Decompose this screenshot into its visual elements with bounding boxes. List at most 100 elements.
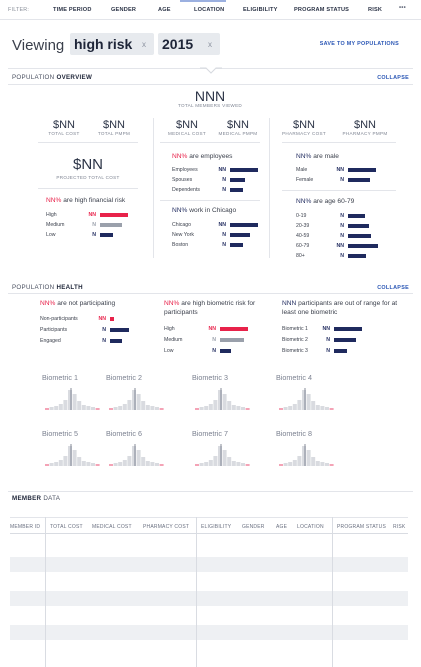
table-header-border xyxy=(10,533,408,534)
breakdown-bar xyxy=(110,328,129,332)
total-cost-value: $NN xyxy=(38,119,90,131)
table-column-divider xyxy=(196,517,197,667)
breakdown-value: NN xyxy=(318,326,330,332)
breakdown-value: N xyxy=(88,338,106,344)
breakdown-value: N xyxy=(82,222,96,228)
histogram-bar xyxy=(227,457,231,466)
breakdown-value: N xyxy=(318,337,330,343)
histogram-bar xyxy=(279,408,283,410)
biometric-histogram[interactable] xyxy=(107,444,167,468)
breakdown-bar xyxy=(110,339,122,343)
breakdown-bar xyxy=(334,349,347,353)
biometric-histogram[interactable] xyxy=(43,444,103,468)
divider xyxy=(8,491,413,492)
biometric-histogram[interactable] xyxy=(277,388,337,412)
histogram-bar xyxy=(195,464,199,466)
section-title-member: MEMBER DATA xyxy=(12,495,60,502)
pharmacy-pmpm-label: PHARMACY PMPM xyxy=(334,131,396,136)
divider xyxy=(8,293,413,294)
divider xyxy=(282,190,396,191)
biometric-title: Biometric 3 xyxy=(192,373,228,382)
breakdown-bar xyxy=(348,224,369,228)
participation-lead: NN% are not participating xyxy=(40,299,150,308)
collapse-health-button[interactable]: COLLAPSE xyxy=(377,285,409,291)
histogram-bar xyxy=(232,405,236,410)
table-row[interactable] xyxy=(10,625,408,640)
histogram-bar xyxy=(246,464,250,466)
histogram-bar xyxy=(200,407,204,410)
col-age[interactable]: AGE xyxy=(276,524,287,530)
histogram-bar xyxy=(127,400,131,410)
age-lead: NN% are age 60-79 xyxy=(296,197,406,206)
breakdown-bar xyxy=(230,178,245,182)
biometric-title: Biometric 4 xyxy=(276,373,312,382)
collapse-overview-button[interactable]: COLLAPSE xyxy=(377,75,409,81)
histogram-bar xyxy=(311,401,315,410)
col-risk[interactable]: RISK xyxy=(393,524,405,530)
filter-program-status[interactable]: PROGRAM STATUS xyxy=(294,7,349,13)
histogram-bar xyxy=(54,406,58,410)
histogram-bar xyxy=(297,456,301,466)
divider xyxy=(160,200,260,201)
breakdown-bar xyxy=(334,327,362,331)
biometric-histogram[interactable] xyxy=(107,388,167,412)
biometric-histogram[interactable] xyxy=(193,388,253,412)
caret-indicator xyxy=(200,64,222,74)
breakdown-bar xyxy=(220,338,244,342)
col-program-status[interactable]: PROGRAM STATUS xyxy=(337,524,386,530)
col-member-id[interactable]: MEMBER ID xyxy=(10,524,40,530)
histogram-bar xyxy=(288,462,292,466)
histogram-bar xyxy=(204,406,208,410)
histogram-bar xyxy=(311,457,315,466)
histogram-bar xyxy=(284,463,288,466)
table-row[interactable] xyxy=(10,591,408,606)
histogram-bar xyxy=(63,456,67,466)
col-gender[interactable]: GENDER xyxy=(242,524,265,530)
table-row[interactable] xyxy=(10,557,408,572)
breakdown-label: Engaged xyxy=(40,338,61,344)
histogram-bar xyxy=(209,460,213,466)
table-column-divider xyxy=(45,517,46,667)
chip-remove-icon[interactable]: x xyxy=(142,40,146,49)
breakdown-label: Medium xyxy=(164,337,182,343)
biometric-histogram[interactable] xyxy=(43,388,103,412)
breakdown-label: Non-participants xyxy=(40,316,78,322)
breakdown-label: Biometric 2 xyxy=(282,337,308,343)
col-total-cost[interactable]: TOTAL COST xyxy=(50,524,83,530)
histogram-bar xyxy=(325,407,329,410)
breakdown-value: N xyxy=(212,187,226,193)
col-eligibility[interactable]: ELIGIBILITY xyxy=(201,524,231,530)
more-icon[interactable]: ••• xyxy=(399,5,406,11)
projected-total-label: PROJECTED TOTAL COST xyxy=(28,175,148,180)
histogram-bar xyxy=(146,461,150,466)
histogram-bar xyxy=(68,390,72,410)
breakdown-label: Male xyxy=(296,167,307,173)
pharmacy-cost-label: PHARMACY COST xyxy=(276,131,332,136)
filter-gender[interactable]: GENDER xyxy=(111,7,136,13)
medical-cost-value: $NN xyxy=(161,119,213,131)
filter-location[interactable]: LOCATION xyxy=(194,7,224,13)
filter-time-period[interactable]: TIME PERIOD xyxy=(53,7,92,13)
divider xyxy=(38,142,138,143)
filter-eligibility[interactable]: ELIGIBILITY xyxy=(243,7,278,13)
histogram-bar xyxy=(50,407,54,410)
col-medical-cost[interactable]: MEDICAL COST xyxy=(92,524,132,530)
filter-risk[interactable]: RISK xyxy=(368,7,382,13)
col-pharmacy-cost[interactable]: PHARMACY COST xyxy=(143,524,189,530)
breakdown-label: Low xyxy=(46,232,56,238)
col-location[interactable]: LOCATION xyxy=(297,524,324,530)
breakdown-label: Medium xyxy=(46,222,64,228)
biometric-histogram[interactable] xyxy=(193,444,253,468)
histogram-bar xyxy=(50,463,54,466)
divider xyxy=(216,68,413,69)
histogram-bar xyxy=(137,450,141,466)
histogram-bar xyxy=(223,450,227,466)
save-to-populations-link[interactable]: SAVE TO MY POPULATIONS xyxy=(320,41,399,47)
histogram-bar xyxy=(209,404,213,410)
biometric-histogram[interactable] xyxy=(277,444,337,468)
histogram-bar xyxy=(213,400,217,410)
histogram-bar xyxy=(146,405,150,410)
filter-age[interactable]: AGE xyxy=(158,7,171,13)
chip-remove-icon[interactable]: x xyxy=(208,40,212,49)
breakdown-label: Biometric 3 xyxy=(282,348,308,354)
